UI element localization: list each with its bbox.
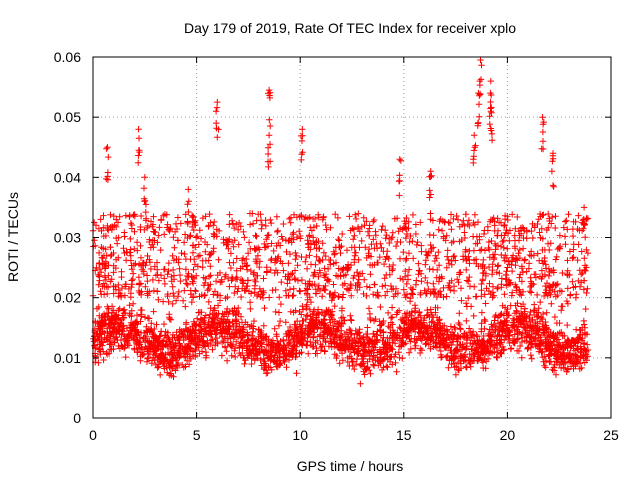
data-points — [89, 56, 592, 387]
axis-ticks: 0 5 10 15 20 25 0 0.01 0.02 0.03 0.04 0.05 0.06 — [54, 49, 619, 443]
y-tick-label: 0.06 — [54, 49, 81, 65]
x-axis-label: GPS time / hours — [297, 458, 404, 474]
x-tick-label: 25 — [603, 427, 619, 443]
x-tick-label: 10 — [292, 427, 308, 443]
y-tick-label: 0.04 — [54, 169, 81, 185]
x-tick-label: 20 — [500, 427, 516, 443]
y-tick-label: 0 — [73, 410, 81, 426]
x-tick-label: 5 — [193, 427, 201, 443]
y-axis-label: ROTI / TECUs — [5, 192, 21, 282]
y-tick-label: 0.05 — [54, 109, 81, 125]
y-tick-label: 0.01 — [54, 350, 81, 366]
y-tick-label: 0.02 — [54, 290, 81, 306]
chart-title: Day 179 of 2019, Rate Of TEC Index for r… — [184, 20, 516, 36]
x-tick-label: 0 — [89, 427, 97, 443]
y-tick-label: 0.03 — [54, 230, 81, 246]
x-tick-label: 15 — [396, 427, 412, 443]
roti-series-markers — [89, 56, 592, 387]
